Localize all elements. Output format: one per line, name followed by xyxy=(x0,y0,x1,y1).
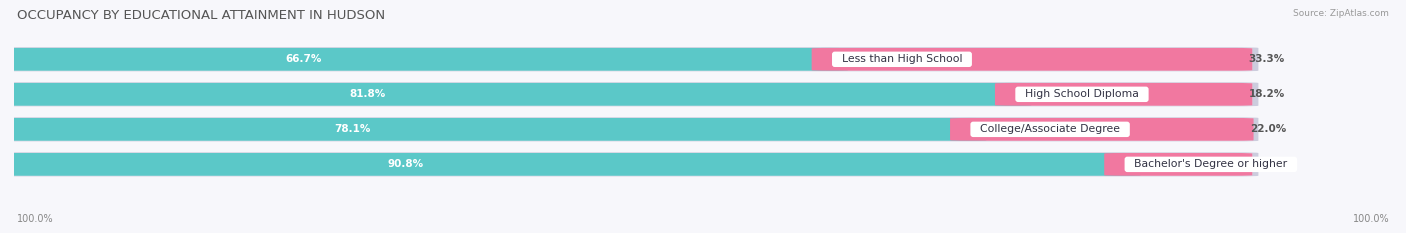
Text: 66.7%: 66.7% xyxy=(285,54,322,64)
FancyBboxPatch shape xyxy=(995,83,1253,106)
FancyBboxPatch shape xyxy=(1104,153,1253,176)
Text: 81.8%: 81.8% xyxy=(350,89,385,99)
FancyBboxPatch shape xyxy=(1,118,1253,141)
Text: 100.0%: 100.0% xyxy=(1353,214,1389,224)
FancyBboxPatch shape xyxy=(1,83,1032,106)
Text: 90.8%: 90.8% xyxy=(388,159,425,169)
Text: 22.0%: 22.0% xyxy=(1250,124,1286,134)
FancyBboxPatch shape xyxy=(1,153,1140,176)
FancyBboxPatch shape xyxy=(0,152,1258,176)
FancyBboxPatch shape xyxy=(950,118,1254,141)
Text: Source: ZipAtlas.com: Source: ZipAtlas.com xyxy=(1294,9,1389,18)
FancyBboxPatch shape xyxy=(1,118,987,141)
FancyBboxPatch shape xyxy=(1,153,1253,176)
Text: College/Associate Degree: College/Associate Degree xyxy=(973,124,1128,134)
Text: 78.1%: 78.1% xyxy=(333,124,370,134)
Text: High School Diploma: High School Diploma xyxy=(1018,89,1146,99)
FancyBboxPatch shape xyxy=(811,48,1253,71)
Text: 33.3%: 33.3% xyxy=(1249,54,1285,64)
FancyBboxPatch shape xyxy=(1,48,1253,71)
FancyBboxPatch shape xyxy=(0,47,1258,71)
FancyBboxPatch shape xyxy=(1,83,1253,106)
Text: 100.0%: 100.0% xyxy=(17,214,53,224)
Text: Less than High School: Less than High School xyxy=(835,54,969,64)
Text: 9.2%: 9.2% xyxy=(1249,159,1278,169)
FancyBboxPatch shape xyxy=(0,117,1258,141)
Text: Bachelor's Degree or higher: Bachelor's Degree or higher xyxy=(1128,159,1295,169)
FancyBboxPatch shape xyxy=(1,48,848,71)
FancyBboxPatch shape xyxy=(0,82,1258,106)
Text: 18.2%: 18.2% xyxy=(1249,89,1285,99)
Text: OCCUPANCY BY EDUCATIONAL ATTAINMENT IN HUDSON: OCCUPANCY BY EDUCATIONAL ATTAINMENT IN H… xyxy=(17,9,385,22)
